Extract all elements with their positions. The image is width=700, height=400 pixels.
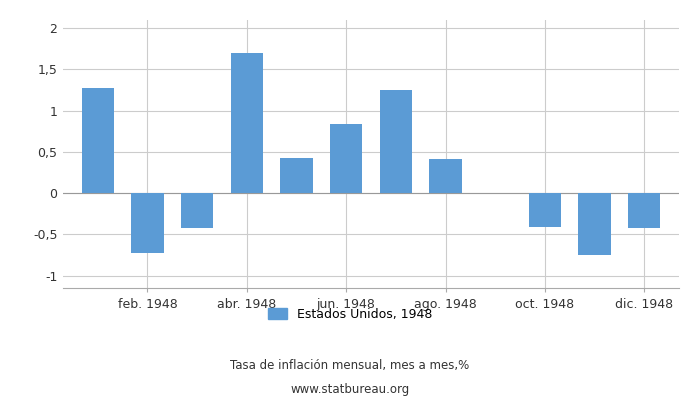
Bar xyxy=(379,90,412,193)
Text: www.statbureau.org: www.statbureau.org xyxy=(290,384,410,396)
Bar xyxy=(280,158,313,193)
Bar xyxy=(82,88,114,193)
Text: Tasa de inflación mensual, mes a mes,%: Tasa de inflación mensual, mes a mes,% xyxy=(230,360,470,372)
Bar xyxy=(181,193,214,228)
Bar xyxy=(628,193,660,228)
Bar xyxy=(528,193,561,227)
Bar xyxy=(330,124,363,193)
Bar xyxy=(132,193,164,253)
Bar xyxy=(578,193,610,255)
Legend: Estados Unidos, 1948: Estados Unidos, 1948 xyxy=(263,303,437,326)
Bar xyxy=(429,159,462,193)
Bar xyxy=(231,53,263,193)
